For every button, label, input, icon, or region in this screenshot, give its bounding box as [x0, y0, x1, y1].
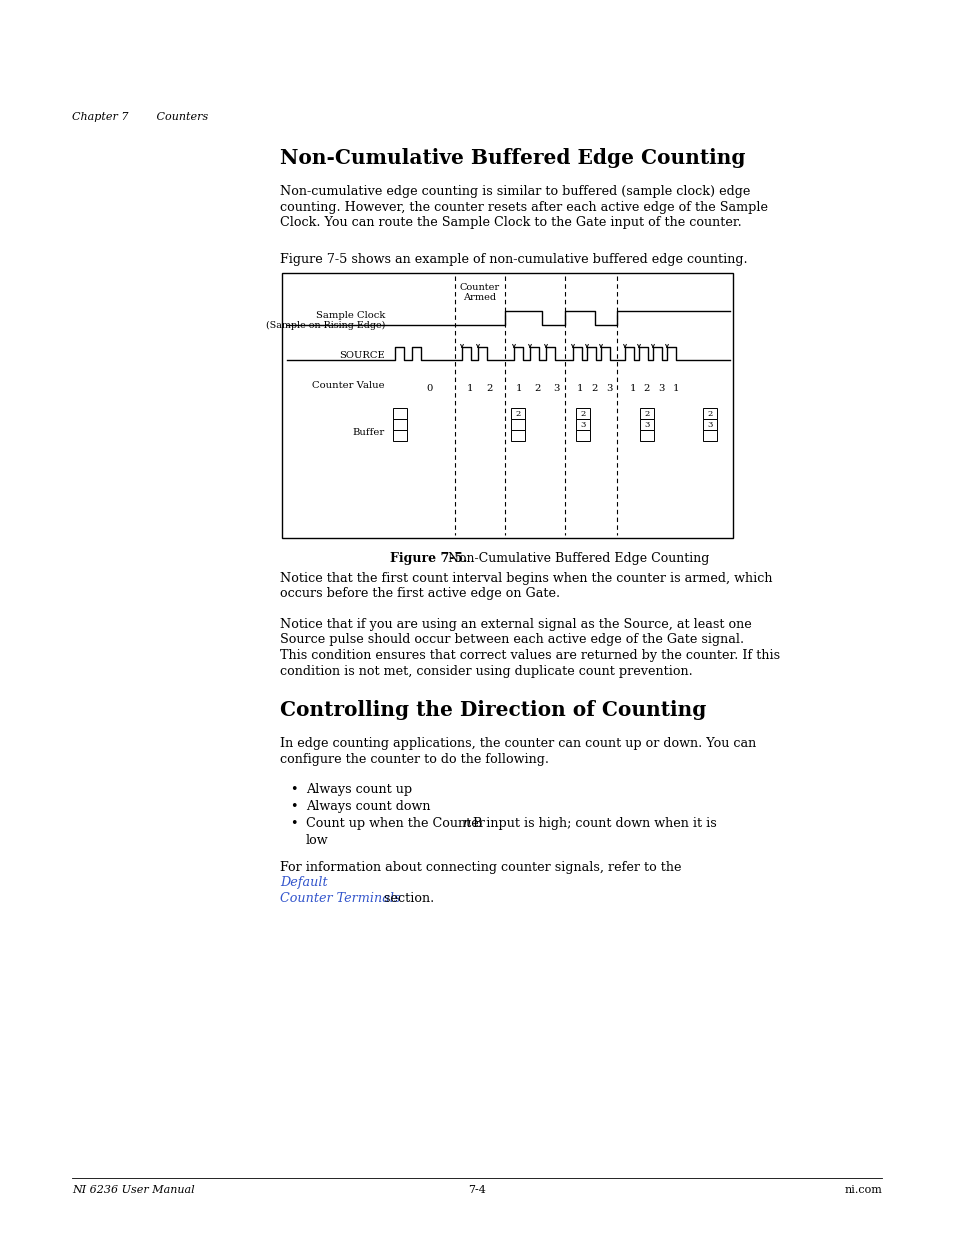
Text: B input is high; count down when it is: B input is high; count down when it is [469, 818, 716, 830]
Text: Buffer: Buffer [353, 429, 385, 437]
Bar [576, 430, 589, 441]
Text: •: • [290, 783, 297, 797]
Text: 2: 2 [486, 384, 493, 393]
Text: Figure 7-5.: Figure 7-5. [390, 552, 467, 564]
Text: 2: 2 [706, 410, 712, 417]
Text: Controlling the Direction of Counting: Controlling the Direction of Counting [280, 700, 705, 720]
Text: 3: 3 [552, 384, 558, 393]
Text: 2: 2 [535, 384, 540, 393]
Text: NI 6236 User Manual: NI 6236 User Manual [71, 1186, 194, 1195]
Bar [639, 430, 654, 441]
Text: Source pulse should occur between each active edge of the Gate signal.: Source pulse should occur between each a… [280, 634, 743, 646]
Text: This condition ensures that correct values are returned by the counter. If this: This condition ensures that correct valu… [280, 650, 780, 662]
Text: 1: 1 [629, 384, 636, 393]
Text: low: low [306, 834, 328, 847]
Text: 2: 2 [643, 384, 650, 393]
Text: Chapter 7        Counters: Chapter 7 Counters [71, 112, 208, 122]
Text: Default: Default [280, 876, 327, 889]
Text: 1: 1 [516, 384, 521, 393]
Text: configure the counter to do the following.: configure the counter to do the followin… [280, 752, 548, 766]
Text: (Sample on Rising Edge): (Sample on Rising Edge) [265, 321, 385, 330]
Bar [639, 408, 654, 419]
Text: 3: 3 [605, 384, 612, 393]
Text: 3: 3 [658, 384, 663, 393]
Bar [576, 408, 589, 419]
Text: For information about connecting counter signals, refer to the: For information about connecting counter… [280, 861, 685, 874]
Bar [639, 419, 654, 430]
Text: Armed: Armed [463, 293, 497, 303]
Text: Sample Clock: Sample Clock [315, 311, 385, 320]
Text: ni.com: ni.com [843, 1186, 882, 1195]
Text: 0: 0 [426, 384, 433, 393]
Text: Always count up: Always count up [306, 783, 412, 797]
Bar [702, 430, 717, 441]
Text: Always count down: Always count down [306, 800, 430, 813]
Text: •: • [290, 818, 297, 830]
Text: section.: section. [379, 892, 434, 905]
Text: Notice that the first count interval begins when the counter is armed, which: Notice that the first count interval beg… [280, 572, 772, 585]
Text: Non-Cumulative Buffered Edge Counting: Non-Cumulative Buffered Edge Counting [439, 552, 709, 564]
Text: SOURCE: SOURCE [339, 351, 385, 359]
Text: 2: 2 [515, 410, 520, 417]
Text: Counter: Counter [459, 283, 499, 291]
Text: 1: 1 [466, 384, 473, 393]
Bar [511, 408, 524, 419]
Text: Non-Cumulative Buffered Edge Counting: Non-Cumulative Buffered Edge Counting [280, 148, 744, 168]
Text: condition is not met, consider using duplicate count prevention.: condition is not met, consider using dup… [280, 664, 692, 678]
Text: Counter Value: Counter Value [312, 382, 385, 390]
Bar [393, 408, 407, 419]
Text: counting. However, the counter resets after each active edge of the Sample: counting. However, the counter resets af… [280, 200, 767, 214]
Bar [702, 408, 717, 419]
Text: occurs before the first active edge on Gate.: occurs before the first active edge on G… [280, 588, 559, 600]
Text: 3: 3 [579, 421, 585, 429]
Text: Clock. You can route the Sample Clock to the Gate input of the counter.: Clock. You can route the Sample Clock to… [280, 216, 741, 228]
Text: 3: 3 [643, 421, 649, 429]
Text: Counter Terminals: Counter Terminals [280, 892, 400, 905]
Text: 2: 2 [591, 384, 598, 393]
Bar [511, 430, 524, 441]
Bar [393, 430, 407, 441]
Bar [282, 273, 732, 538]
Text: 1: 1 [577, 384, 582, 393]
Text: Non-cumulative edge counting is similar to buffered (sample clock) edge: Non-cumulative edge counting is similar … [280, 185, 750, 198]
Text: In edge counting applications, the counter can count up or down. You can: In edge counting applications, the count… [280, 737, 756, 750]
Text: n: n [461, 818, 470, 830]
Bar [511, 419, 524, 430]
Bar [576, 419, 589, 430]
Text: 1: 1 [672, 384, 679, 393]
Text: 2: 2 [579, 410, 585, 417]
Bar [702, 419, 717, 430]
Text: 7-4: 7-4 [468, 1186, 485, 1195]
Text: 3: 3 [706, 421, 712, 429]
Text: •: • [290, 800, 297, 813]
Text: Count up when the Counter: Count up when the Counter [306, 818, 488, 830]
Text: Figure 7-5 shows an example of non-cumulative buffered edge counting.: Figure 7-5 shows an example of non-cumul… [280, 253, 747, 266]
Text: Notice that if you are using an external signal as the Source, at least one: Notice that if you are using an external… [280, 618, 751, 631]
Text: 2: 2 [643, 410, 649, 417]
Bar [393, 419, 407, 430]
